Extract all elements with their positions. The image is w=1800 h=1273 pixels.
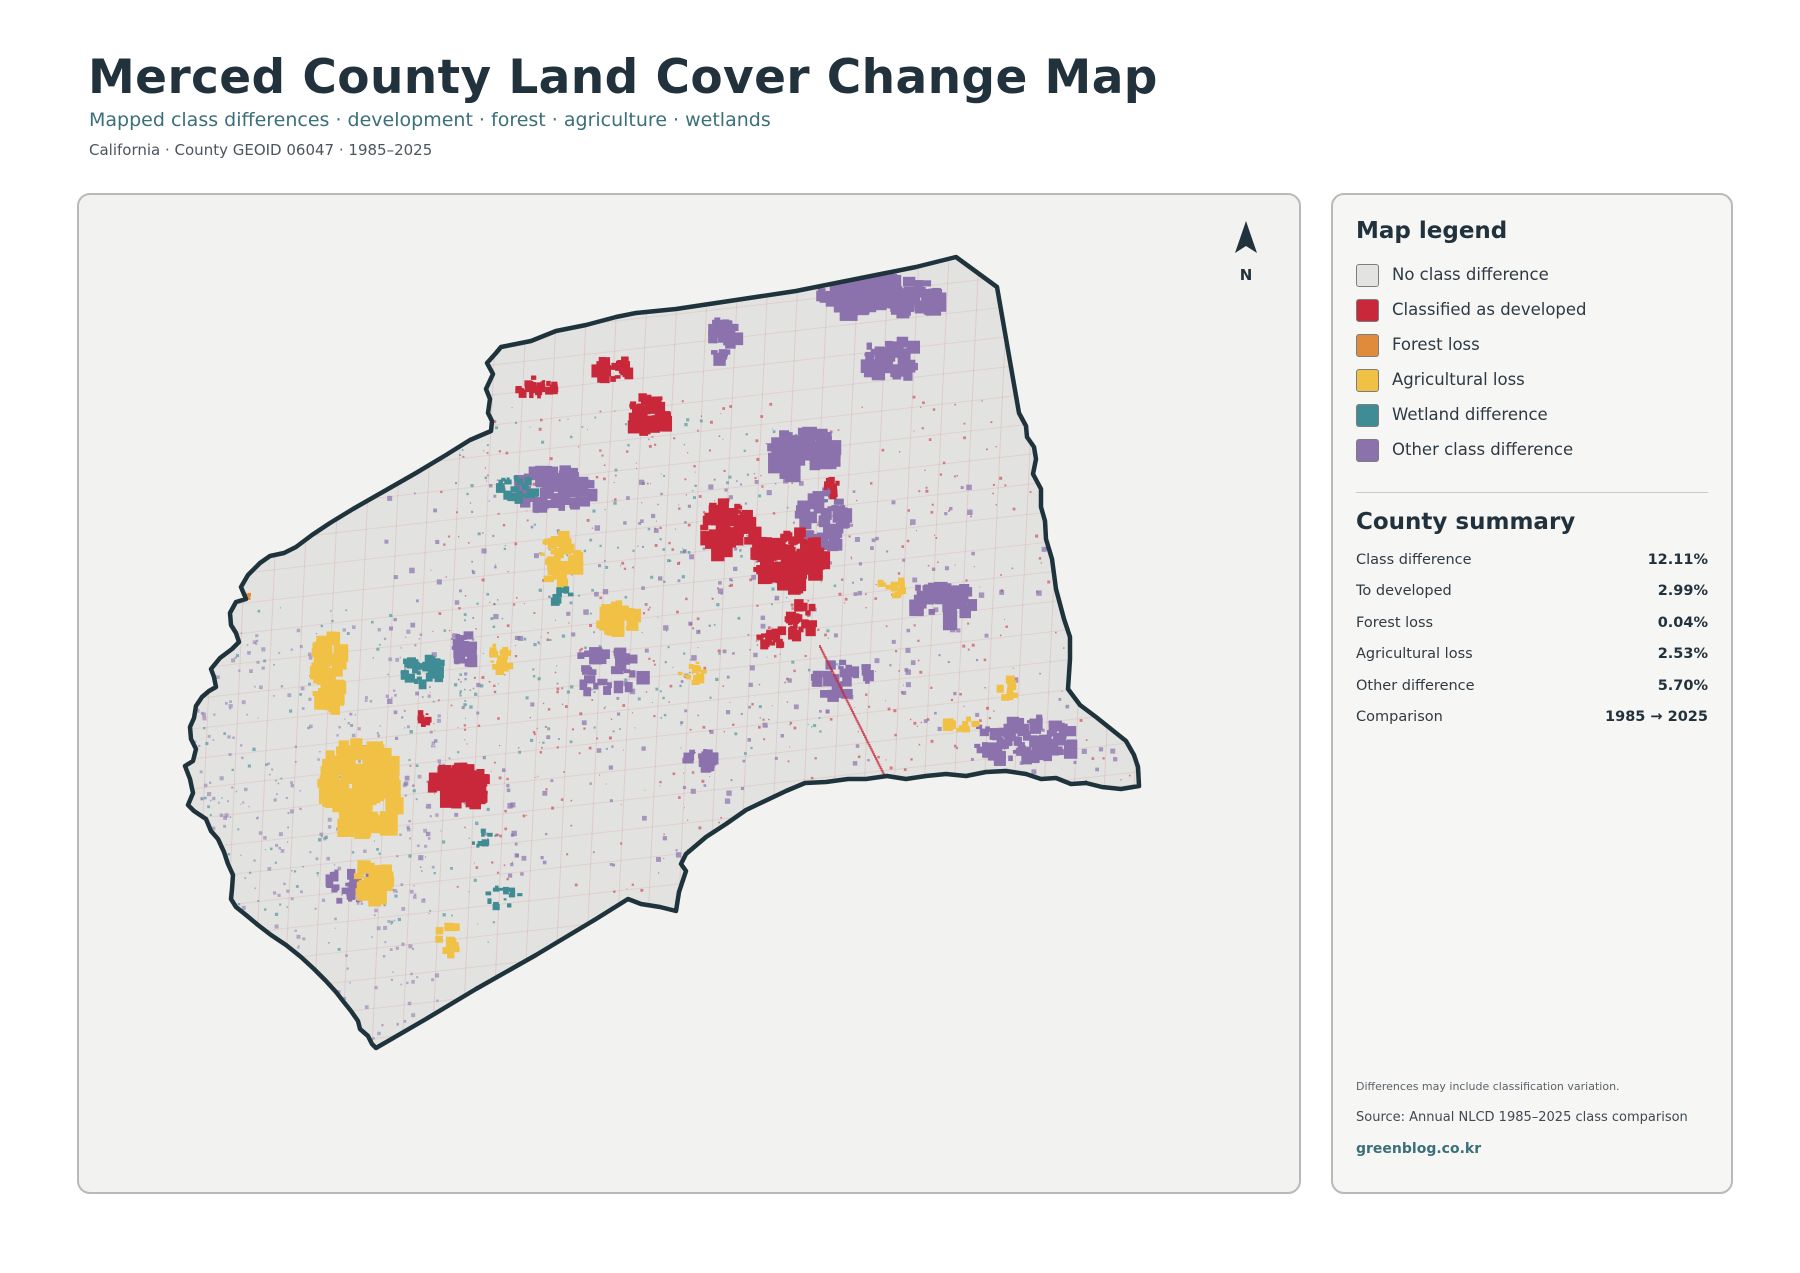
source-text: Source: Annual NLCD 1985–2025 class comp… [1356, 1110, 1688, 1125]
summary-label: Comparison [1356, 708, 1443, 725]
county-map[interactable]: N [79, 195, 1299, 1192]
summary-value: 0.04% [1657, 614, 1708, 631]
panel-divider [1356, 492, 1708, 493]
north-arrow: N [1235, 221, 1257, 284]
legend-label: Wetland difference [1392, 405, 1548, 424]
summary-value: 12.11% [1647, 552, 1708, 568]
county-fill [185, 257, 1139, 1048]
change-patches [185, 272, 1139, 1048]
summary-label: Class difference [1356, 552, 1472, 568]
north-arrow-icon [1235, 221, 1257, 253]
legend-swatch [1356, 264, 1379, 287]
footnote: Differences may include classification v… [1356, 1080, 1620, 1093]
summary-value: 2.53% [1657, 646, 1708, 663]
page-title: Merced County Land Cover Change Map [88, 50, 1158, 105]
summary-title: County summary [1356, 509, 1576, 535]
page-meta: California · County GEOID 06047 · 1985–2… [89, 141, 433, 159]
legend-swatch [1356, 404, 1379, 427]
summary-row: To developed 2.99% [1356, 583, 1708, 614]
summary-label: Other difference [1356, 677, 1475, 694]
summary-row: Other difference 5.70% [1356, 678, 1708, 709]
summary-table: Class difference 12.11% To developed 2.9… [1356, 552, 1708, 740]
legend-label: Other class difference [1392, 440, 1574, 459]
summary-row: Forest loss 0.04% [1356, 615, 1708, 646]
side-panel: Map legend No class difference Classifie… [1331, 193, 1733, 1194]
legend-swatch [1356, 439, 1379, 462]
legend-label: Forest loss [1392, 335, 1480, 354]
summary-label: Agricultural loss [1356, 646, 1473, 663]
summary-value: 1985 → 2025 [1605, 708, 1708, 725]
site-link[interactable]: greenblog.co.kr [1356, 1141, 1482, 1157]
legend-label: Classified as developed [1392, 300, 1587, 319]
north-label: N [1240, 266, 1253, 284]
legend-label: Agricultural loss [1392, 370, 1525, 389]
map-panel[interactable]: N [77, 193, 1301, 1194]
summary-value: 5.70% [1657, 677, 1708, 694]
summary-row: Agricultural loss 2.53% [1356, 646, 1708, 677]
legend-swatch [1356, 299, 1379, 322]
summary-row: Class difference 12.11% [1356, 552, 1708, 583]
legend-title: Map legend [1356, 218, 1508, 244]
legend-swatch [1356, 334, 1379, 357]
legend-swatch [1356, 369, 1379, 392]
page-subtitle: Mapped class differences · development ·… [89, 109, 771, 131]
county-boundary [182, 254, 1142, 1051]
summary-value: 2.99% [1657, 583, 1708, 600]
summary-row: Comparison 1985 → 2025 [1356, 709, 1708, 740]
summary-label: Forest loss [1356, 614, 1434, 631]
summary-label: To developed [1356, 583, 1452, 600]
legend-label: No class difference [1392, 265, 1549, 284]
